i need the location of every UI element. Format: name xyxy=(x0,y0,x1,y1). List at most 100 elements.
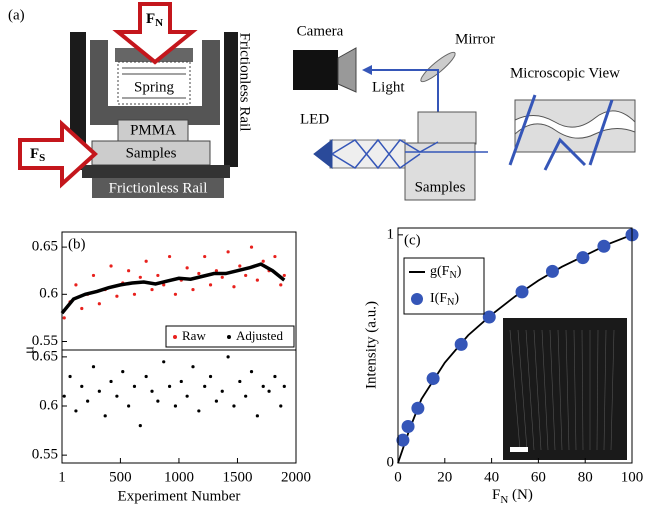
y-tick-label: 0.55 xyxy=(32,447,58,463)
rail-post xyxy=(224,32,238,167)
point xyxy=(168,255,171,258)
micro-label: Microscopic View xyxy=(510,65,620,81)
point xyxy=(197,409,200,412)
y-tick-label: 0.6 xyxy=(39,397,58,413)
x-tick-label: 80 xyxy=(578,469,593,485)
point xyxy=(162,360,165,363)
axes-box xyxy=(62,350,296,463)
text-part: I(F xyxy=(430,291,447,306)
text-part: N xyxy=(447,297,454,308)
point xyxy=(145,260,148,263)
point xyxy=(279,404,282,407)
point xyxy=(244,274,247,277)
point xyxy=(250,246,253,249)
point xyxy=(63,395,66,398)
led-label: LED xyxy=(300,111,329,127)
point xyxy=(597,240,610,253)
point xyxy=(150,288,153,291)
text-part: ) xyxy=(457,264,462,279)
point xyxy=(283,385,286,388)
point xyxy=(92,365,95,368)
legend-marker xyxy=(411,293,423,305)
light-label: Light xyxy=(372,79,405,95)
pmma-block xyxy=(418,112,476,144)
point xyxy=(576,251,589,264)
y-axis-label: Intensity (a.u.) xyxy=(363,301,379,389)
inset-image xyxy=(503,318,627,460)
point xyxy=(209,283,212,286)
point xyxy=(273,255,276,258)
x-tick-label: 20 xyxy=(437,469,452,485)
point xyxy=(516,285,529,298)
legend-label: Adjusted xyxy=(236,328,283,343)
point xyxy=(244,395,247,398)
point xyxy=(186,266,189,269)
led xyxy=(314,140,332,168)
point xyxy=(273,375,276,378)
text-part: g(F xyxy=(430,264,450,279)
panel-label: (b) xyxy=(68,236,86,252)
point xyxy=(156,399,159,402)
text-part: F xyxy=(492,487,500,503)
point xyxy=(115,295,118,298)
point xyxy=(197,272,200,275)
point xyxy=(63,316,66,319)
point xyxy=(250,370,253,373)
point xyxy=(98,302,101,305)
point xyxy=(267,390,270,393)
light-guide xyxy=(330,140,405,168)
text-part: (N) xyxy=(508,487,533,503)
spring-label: Spring xyxy=(134,79,175,95)
point xyxy=(232,404,235,407)
point xyxy=(139,424,142,427)
point xyxy=(221,390,224,393)
diagram: (a) Spring PMMA Samples Frictionless Rai… xyxy=(8,4,635,200)
line xyxy=(62,264,284,313)
point xyxy=(238,264,241,267)
point xyxy=(92,274,95,277)
text-part: N xyxy=(449,270,456,281)
point xyxy=(115,395,118,398)
point xyxy=(145,375,148,378)
point xyxy=(127,269,130,272)
point xyxy=(203,255,206,258)
point xyxy=(256,414,259,417)
point xyxy=(256,279,259,282)
base xyxy=(82,165,230,178)
point xyxy=(109,264,112,267)
x-tick-label: 60 xyxy=(531,469,546,485)
point xyxy=(168,385,171,388)
point xyxy=(455,338,468,351)
point xyxy=(427,372,440,385)
point xyxy=(262,385,265,388)
samples-label: Samples xyxy=(126,145,177,161)
point xyxy=(411,402,424,415)
legend-label: I(FN) xyxy=(430,291,459,308)
point xyxy=(191,365,194,368)
y-axis-label: μ xyxy=(21,346,37,354)
camera-label: Camera xyxy=(297,23,344,39)
mirror-label: Mirror xyxy=(455,31,495,47)
point xyxy=(133,385,136,388)
point xyxy=(238,380,241,383)
point xyxy=(139,276,142,279)
x-tick-label: 2000 xyxy=(281,469,311,485)
point xyxy=(68,375,71,378)
text-part: ) xyxy=(454,291,459,306)
point xyxy=(262,260,265,263)
legend-label: Raw xyxy=(182,328,206,343)
point xyxy=(174,293,177,296)
legend-label: g(FN) xyxy=(430,264,462,281)
y-tick-label: 1 xyxy=(387,226,395,242)
point xyxy=(74,409,77,412)
y-tick-label: 0.65 xyxy=(32,239,58,255)
point xyxy=(203,385,206,388)
rail-side-label: Frictionless Rail xyxy=(237,33,253,132)
x-tick-label: 500 xyxy=(109,469,132,485)
arrowhead xyxy=(362,65,372,75)
x-tick-label: 1000 xyxy=(164,469,194,485)
point xyxy=(86,399,89,402)
scale-bar xyxy=(510,447,528,452)
point xyxy=(80,385,83,388)
point xyxy=(186,395,189,398)
